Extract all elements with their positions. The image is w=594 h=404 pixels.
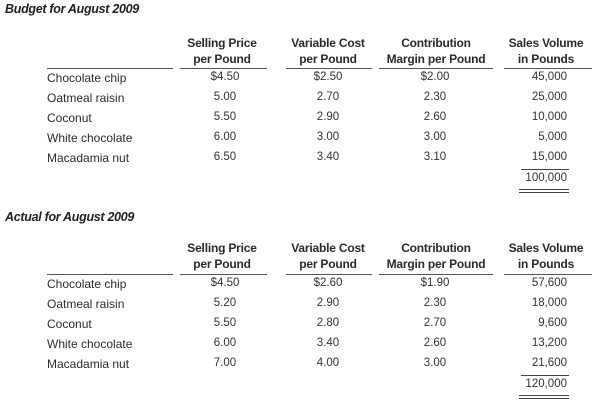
- variable-cost-cell: 3.40: [316, 337, 340, 349]
- variable-cost-cell: 2.80: [316, 317, 340, 329]
- selling-price-cell: 6.00: [213, 131, 237, 143]
- contribution-margin-cell: 3.10: [423, 151, 447, 163]
- variable-cost-cell: 3.00: [316, 131, 340, 143]
- header-rule: [180, 274, 267, 275]
- variable-cost-cell: $2.50: [313, 71, 343, 83]
- selling-price-cell: 6.50: [213, 151, 237, 163]
- header-line: in Pounds: [517, 257, 575, 271]
- contribution-margin-cell: 2.30: [423, 297, 447, 309]
- selling-price-cell: 5.00: [213, 91, 237, 103]
- header-rule: [286, 274, 372, 275]
- header-line: Contribution: [401, 36, 471, 50]
- actual-header-variable-cost: Variable Cost per Pound: [278, 240, 378, 272]
- header-line: Sales Volume: [508, 241, 584, 255]
- sales-volume-cell: 5,000: [538, 131, 567, 143]
- budget-header-selling-price: Selling Price per Pound: [172, 35, 272, 67]
- header-line: Selling Price: [187, 241, 257, 255]
- header-rule: [47, 274, 173, 275]
- header-line: in Pounds: [517, 52, 575, 66]
- selling-price-cell: 5.20: [213, 297, 237, 309]
- contribution-margin-cell: 3.00: [423, 357, 447, 369]
- row-label: Coconut: [47, 317, 92, 331]
- actual-header-contribution-margin: Contribution Margin per Pound: [375, 240, 497, 272]
- sales-volume-cell: 45,000: [531, 71, 567, 83]
- header-line: Margin per Pound: [386, 52, 486, 66]
- header-line: per Pound: [299, 52, 357, 66]
- selling-price-cell: $4.50: [210, 71, 240, 83]
- variable-cost-cell: 2.90: [316, 111, 340, 123]
- sales-volume-cell: 13,200: [531, 337, 567, 349]
- header-rule: [47, 68, 173, 69]
- total-rule: [521, 375, 569, 376]
- header-rule: [379, 274, 493, 275]
- sales-volume-cell: 25,000: [531, 91, 567, 103]
- actual-header-selling-price: Selling Price per Pound: [172, 240, 272, 272]
- contribution-margin-cell: $1.90: [420, 277, 450, 289]
- sales-volume-cell: 9,600: [538, 317, 567, 329]
- header-line: Sales Volume: [508, 36, 584, 50]
- double-underline: [519, 189, 569, 193]
- contribution-margin-cell: 2.30: [423, 91, 447, 103]
- header-line: Selling Price: [187, 36, 257, 50]
- header-rule: [504, 274, 592, 275]
- header-line: per Pound: [193, 52, 251, 66]
- header-line: Variable Cost: [291, 241, 365, 255]
- header-line: per Pound: [193, 257, 251, 271]
- budget-total-volume: 100,000: [525, 172, 567, 184]
- row-label: White chocolate: [47, 131, 133, 145]
- actual-total-volume: 120,000: [525, 378, 567, 390]
- actual-title: Actual for August 2009: [5, 210, 135, 224]
- row-label: Coconut: [47, 111, 92, 125]
- header-rule: [504, 68, 592, 69]
- sales-volume-cell: 21,600: [531, 357, 567, 369]
- variable-cost-cell: 3.40: [316, 151, 340, 163]
- sales-volume-cell: 15,000: [531, 151, 567, 163]
- variable-cost-cell: 2.90: [316, 297, 340, 309]
- sales-volume-cell: 10,000: [531, 111, 567, 123]
- contribution-margin-cell: 3.00: [423, 131, 447, 143]
- header-rule: [379, 68, 493, 69]
- total-rule: [521, 169, 569, 170]
- actual-header-sales-volume: Sales Volume in Pounds: [498, 240, 594, 272]
- header-rule: [286, 68, 372, 69]
- double-underline: [519, 395, 569, 399]
- selling-price-cell: 7.00: [213, 357, 237, 369]
- row-label: Oatmeal raisin: [47, 91, 125, 105]
- row-label: Chocolate chip: [47, 71, 127, 85]
- contribution-margin-cell: $2.00: [420, 71, 450, 83]
- variable-cost-cell: $2.60: [313, 277, 343, 289]
- row-label: Macadamia nut: [47, 357, 130, 371]
- sales-volume-cell: 18,000: [531, 297, 567, 309]
- row-label: Macadamia nut: [47, 151, 130, 165]
- budget-title: Budget for August 2009: [5, 2, 139, 16]
- selling-price-cell: $4.50: [210, 277, 240, 289]
- selling-price-cell: 5.50: [213, 111, 237, 123]
- header-line: Contribution: [401, 241, 471, 255]
- header-line: Variable Cost: [291, 36, 365, 50]
- contribution-margin-cell: 2.60: [423, 337, 447, 349]
- budget-header-contribution-margin: Contribution Margin per Pound: [375, 35, 497, 67]
- selling-price-cell: 5.50: [213, 317, 237, 329]
- header-line: Margin per Pound: [386, 257, 486, 271]
- variable-cost-cell: 4.00: [316, 357, 340, 369]
- header-rule: [180, 68, 267, 69]
- row-label: White chocolate: [47, 337, 133, 351]
- contribution-margin-cell: 2.60: [423, 111, 447, 123]
- contribution-margin-cell: 2.70: [423, 317, 447, 329]
- row-label: Oatmeal raisin: [47, 297, 125, 311]
- selling-price-cell: 6.00: [213, 337, 237, 349]
- sales-volume-cell: 57,600: [531, 277, 567, 289]
- budget-header-sales-volume: Sales Volume in Pounds: [498, 35, 594, 67]
- row-label: Chocolate chip: [47, 277, 127, 291]
- budget-header-variable-cost: Variable Cost per Pound: [278, 35, 378, 67]
- variable-cost-cell: 2.70: [316, 91, 340, 103]
- header-line: per Pound: [299, 257, 357, 271]
